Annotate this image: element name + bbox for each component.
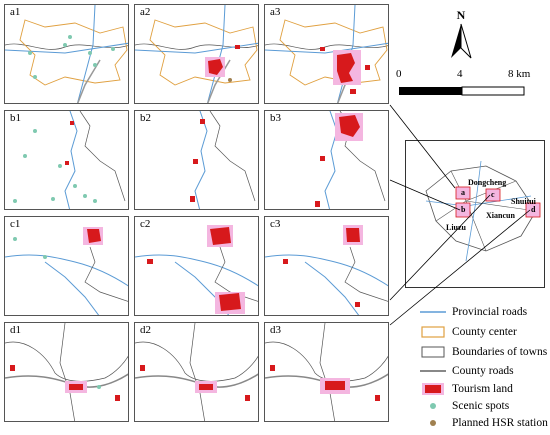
town-boundary-icon (420, 346, 446, 358)
scale-label-mid: 4 (457, 68, 463, 80)
legend-label: Scenic spots (452, 400, 510, 412)
scale-label-end: 8 km (508, 68, 531, 80)
legend-label: County center (452, 326, 517, 338)
place-liuzu: Liuzu (446, 223, 467, 232)
county-center-icon (420, 326, 446, 338)
panel-label: a3 (268, 6, 283, 18)
map-d2 (135, 323, 258, 421)
county-road-icon (420, 365, 446, 377)
map-a3 (265, 5, 388, 103)
inset-map-graphic (425, 160, 541, 262)
place-shuitui: Shuitui (511, 197, 536, 206)
map-a2 (135, 5, 258, 103)
north-arrow-icon (451, 23, 472, 59)
map-c1 (5, 227, 128, 315)
map-d1 (5, 323, 128, 421)
panel-label: d2 (138, 324, 153, 336)
place-xiancun: Xiancun (486, 211, 515, 220)
panel-a1: a1 (4, 4, 129, 104)
panel-label: b2 (138, 112, 153, 124)
panel-label: b1 (8, 112, 23, 124)
map-b3 (315, 111, 386, 209)
panel-label: d3 (268, 324, 283, 336)
tourism-land-icon (420, 383, 446, 395)
map-c2 (135, 225, 258, 315)
inset-box-a: a (461, 188, 465, 197)
map-a1 (5, 5, 128, 103)
provincial-road-icon (420, 306, 446, 318)
legend-scenic-spots: Scenic spots (420, 399, 509, 413)
map-d3 (265, 323, 388, 421)
legend-label: Tourism land (452, 383, 513, 395)
legend-tourism-land: Tourism land (420, 382, 513, 396)
panel-d1: d1 (4, 322, 129, 422)
panel-label: a1 (8, 6, 23, 18)
north-arrow: N (446, 8, 476, 60)
panel-b1: b1 (4, 110, 129, 210)
legend-county-roads: County roads (420, 364, 514, 378)
inset-map: a b c d Dongcheng Shuitui Xiancun Liuzu (405, 140, 545, 288)
scale-label-zero: 0 (396, 68, 402, 80)
legend-label: County roads (452, 365, 514, 377)
scenic-spot-icon (420, 400, 446, 412)
scale-bar-graphic (399, 86, 525, 96)
panel-label: a2 (138, 6, 153, 18)
map-c3 (265, 225, 388, 315)
panel-b3: b3 (264, 110, 389, 210)
panel-c3: c3 (264, 216, 389, 316)
panel-label: c2 (138, 218, 153, 230)
inset-box-d: d (531, 205, 536, 214)
scale-bar: 0 4 8 km (396, 66, 546, 102)
panel-label: c3 (268, 218, 283, 230)
panel-d3: d3 (264, 322, 389, 422)
inset-box-b: b (461, 205, 466, 214)
panel-c1: c1 (4, 216, 129, 316)
legend-label: Boundaries of towns (452, 346, 548, 358)
place-dongcheng: Dongcheng (468, 178, 507, 187)
hsr-station-icon (420, 417, 446, 429)
legend-label: Provincial roads (452, 306, 528, 318)
map-b1 (13, 111, 126, 209)
north-label: N (456, 8, 466, 22)
panel-label: c1 (8, 218, 23, 230)
legend-planned-hsr-station: Planned HSR station (420, 416, 548, 430)
legend-provincial-roads: Provincial roads (420, 305, 527, 319)
legend-label: Planned HSR station (452, 417, 548, 429)
legend-county-center: County center (420, 325, 517, 339)
legend-boundaries-of-towns: Boundaries of towns (420, 345, 547, 359)
map-b2 (190, 111, 256, 209)
panel-a2: a2 (134, 4, 259, 104)
panel-b2: b2 (134, 110, 259, 210)
panel-a3: a3 (264, 4, 389, 104)
panel-c2: c2 (134, 216, 259, 316)
panel-label: d1 (8, 324, 23, 336)
panel-d2: d2 (134, 322, 259, 422)
inset-box-c: c (491, 190, 495, 199)
panel-label: b3 (268, 112, 283, 124)
